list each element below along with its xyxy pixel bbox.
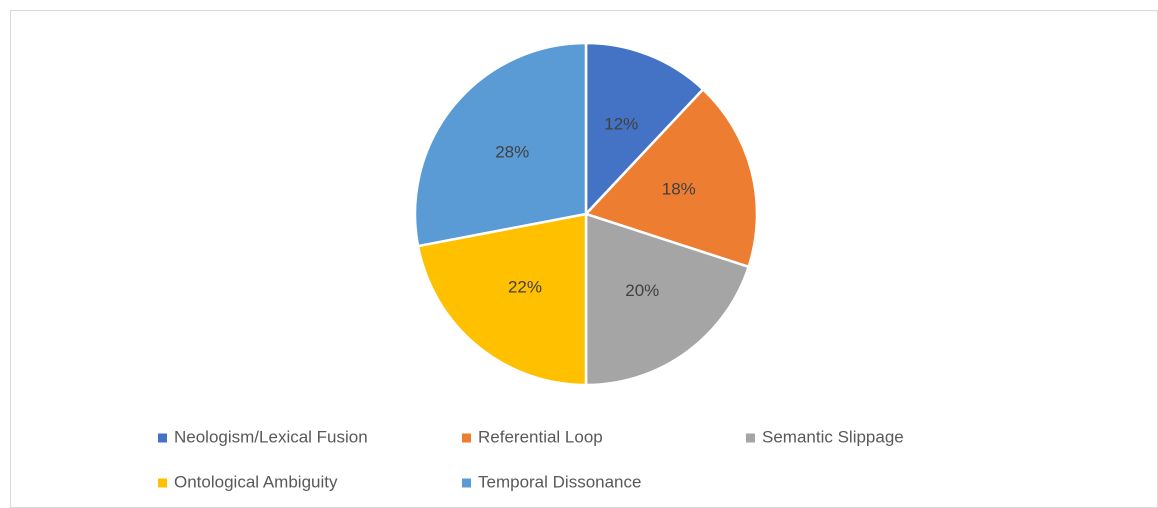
- pie-slice: [583, 87, 759, 269]
- data-label: 22%: [508, 277, 542, 296]
- data-label: 18%: [662, 180, 696, 199]
- legend-label: Referential Loop: [478, 427, 603, 446]
- legend-label: Temporal Dissonance: [478, 472, 641, 491]
- legend-label: Neologism/Lexical Fusion: [174, 427, 368, 446]
- legend-marker: [462, 478, 471, 488]
- pie-slice: [416, 212, 588, 387]
- data-label: 28%: [495, 142, 529, 161]
- data-label: 20%: [625, 281, 659, 300]
- data-label: 12%: [604, 114, 638, 133]
- pie-slice: [584, 212, 751, 387]
- legend-label: Ontological Ambiguity: [174, 472, 338, 491]
- pie-slice: [584, 41, 705, 218]
- legend-label: Semantic Slippage: [762, 427, 904, 446]
- legend-marker: [746, 433, 755, 443]
- legend-marker: [158, 433, 167, 443]
- pie-slice: [413, 41, 588, 248]
- legend-marker: [158, 478, 167, 488]
- legend-marker: [462, 433, 471, 443]
